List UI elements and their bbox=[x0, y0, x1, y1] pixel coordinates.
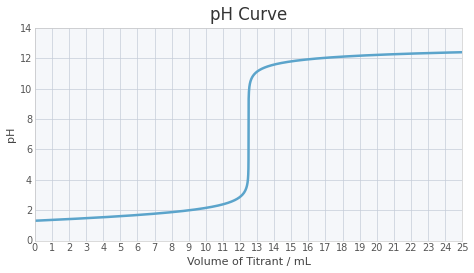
Title: pH Curve: pH Curve bbox=[210, 5, 287, 23]
X-axis label: Volume of Titrant / mL: Volume of Titrant / mL bbox=[187, 257, 310, 268]
Y-axis label: pH: pH bbox=[6, 126, 16, 142]
